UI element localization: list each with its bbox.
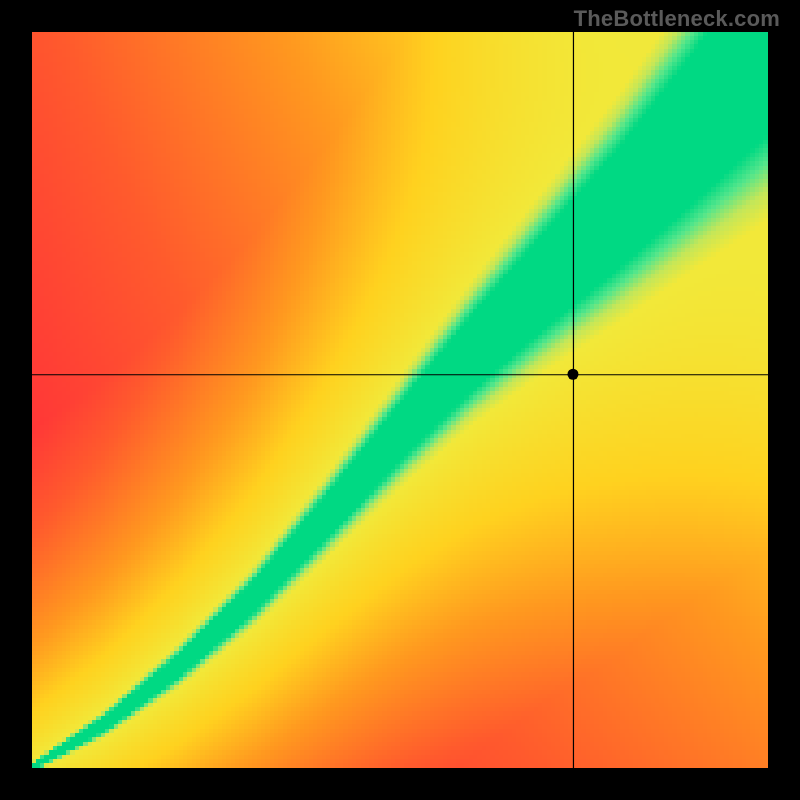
watermark-text: TheBottleneck.com (574, 6, 780, 32)
bottleneck-heatmap (32, 32, 768, 768)
app-root: TheBottleneck.com (0, 0, 800, 800)
